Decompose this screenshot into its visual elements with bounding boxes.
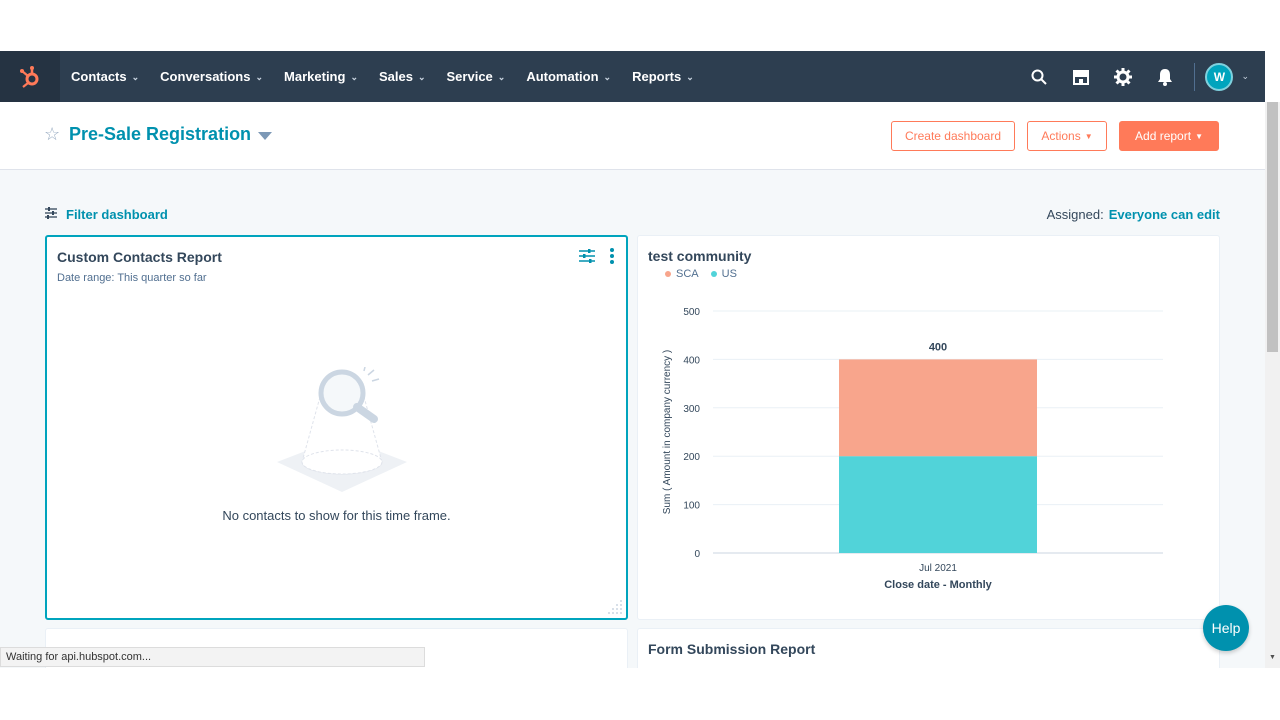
notifications-icon[interactable]: [1144, 51, 1186, 102]
caret-down-icon: ▼: [1195, 131, 1203, 141]
add-report-button[interactable]: Add report ▼: [1119, 121, 1219, 151]
bar-segment-sca: [839, 359, 1037, 457]
search-icon[interactable]: [1018, 51, 1060, 102]
nav-automation[interactable]: Automation ⌄: [526, 69, 612, 84]
main-menu: Contacts ⌄ Conversations ⌄ Marketing ⌄ Sale…: [71, 69, 715, 84]
caret-down-icon[interactable]: [258, 132, 272, 140]
x-axis-label: Close date - Monthly: [884, 579, 992, 591]
empty-state-message: No contacts to show for this time frame.: [222, 508, 451, 523]
assigned-link[interactable]: Everyone can edit: [1108, 207, 1220, 222]
chevron-down-icon: ⌄: [603, 72, 612, 82]
chevron-down-icon: ⌄: [255, 72, 264, 82]
hubspot-logo[interactable]: [0, 51, 60, 102]
test-community-card[interactable]: test community SCA US 0 100 200 300 400 500 Su…: [637, 235, 1220, 620]
scrollbar[interactable]: ▲ ▼: [1265, 102, 1280, 668]
card-title: Custom Contacts Report: [57, 249, 222, 265]
filter-sliders-icon: [45, 207, 57, 222]
avatar[interactable]: W: [1205, 62, 1234, 91]
more-options-icon[interactable]: [610, 248, 614, 269]
settings-icon[interactable]: [1102, 51, 1144, 102]
filter-dashboard-link[interactable]: Filter dashboard: [45, 207, 168, 222]
chevron-down-icon: ⌄: [497, 72, 506, 82]
legend-label: SCA: [676, 268, 699, 280]
form-submission-report-card[interactable]: Form Submission Report: [637, 628, 1220, 668]
y-tick-label: 300: [683, 404, 700, 415]
y-tick-label: 100: [683, 501, 700, 512]
caret-down-icon: ▼: [1084, 131, 1093, 141]
dashboard-header: ☆ Pre-Sale Registration Create dashboard…: [0, 102, 1265, 170]
chart-legend: SCA US: [665, 268, 749, 280]
scroll-down-icon[interactable]: ▼: [1269, 654, 1276, 661]
star-icon[interactable]: ☆: [44, 124, 61, 144]
help-button[interactable]: Help: [1203, 605, 1249, 651]
x-tick-label: Jul 2021: [919, 563, 957, 574]
page-title[interactable]: Pre-Sale Registration: [69, 124, 252, 144]
stacked-bar-chart: 0 100 200 300 400 500 Sum ( Amount in company …: [662, 307, 1163, 591]
chevron-down-icon: ⌄: [350, 72, 358, 82]
nav-service[interactable]: Service ⌄: [446, 69, 506, 84]
divider: [1194, 62, 1196, 91]
bar-total-label: 400: [929, 341, 947, 353]
marketplace-icon[interactable]: [1060, 51, 1102, 102]
create-dashboard-button[interactable]: Create dashboard: [891, 121, 1015, 151]
top-nav: Contacts ⌄ Conversations ⌄ Marketing ⌄ Sale…: [0, 51, 1265, 102]
nav-marketing[interactable]: Marketing ⌄: [284, 69, 358, 84]
chevron-down-icon: ⌄: [417, 72, 426, 82]
legend-label: US: [721, 268, 737, 280]
card-title: Form Submission Report: [648, 641, 816, 657]
card-date-range: Date range: This quarter so far: [57, 272, 207, 284]
hubspot-sprocket-icon: [20, 65, 39, 88]
nav-sales[interactable]: Sales ⌄: [378, 69, 426, 84]
nav-contacts[interactable]: Contacts ⌄: [71, 69, 140, 84]
legend-dot: [665, 271, 671, 277]
legend-item-sca[interactable]: SCA: [665, 268, 699, 280]
nav-reports[interactable]: Reports ⌄: [632, 69, 694, 84]
scroll-thumb[interactable]: [1267, 102, 1278, 352]
y-axis-label: Sum ( Amount in company currency ): [662, 350, 673, 515]
y-tick-label: 0: [694, 549, 700, 560]
resize-handle-icon[interactable]: [604, 596, 624, 616]
bar-segment-us: [839, 456, 1037, 553]
nav-utilities: W ⌄: [1018, 51, 1265, 102]
chevron-down-icon: ⌄: [131, 72, 140, 82]
legend-item-us[interactable]: US: [710, 268, 737, 280]
empty-state-illustration: [277, 367, 407, 492]
legend-dot: [710, 271, 717, 277]
y-tick-label: 500: [683, 307, 700, 318]
actions-button[interactable]: Actions ▼: [1027, 121, 1107, 151]
chevron-down-icon: ⌄: [686, 72, 694, 82]
assigned-label: Assigned:: [1046, 207, 1104, 222]
dashboard-viewport: ☆ Pre-Sale Registration Create dashboard…: [0, 102, 1280, 668]
card-title: test community: [648, 248, 752, 264]
y-tick-label: 200: [683, 452, 700, 463]
card-tools: [579, 248, 614, 269]
filter-sliders-icon[interactable]: [579, 249, 595, 268]
y-tick-label: 400: [683, 355, 700, 366]
browser-status-bar: Waiting for api.hubspot.com...: [0, 647, 425, 667]
filter-dashboard-label: Filter dashboard: [66, 207, 168, 222]
assigned-info: Assigned: Everyone can edit: [1047, 207, 1220, 222]
chevron-down-icon[interactable]: ⌄: [1241, 71, 1249, 81]
nav-conversations[interactable]: Conversations ⌄: [160, 69, 264, 84]
custom-contacts-report-card[interactable]: Custom Contacts Report Date range: This …: [45, 235, 628, 620]
